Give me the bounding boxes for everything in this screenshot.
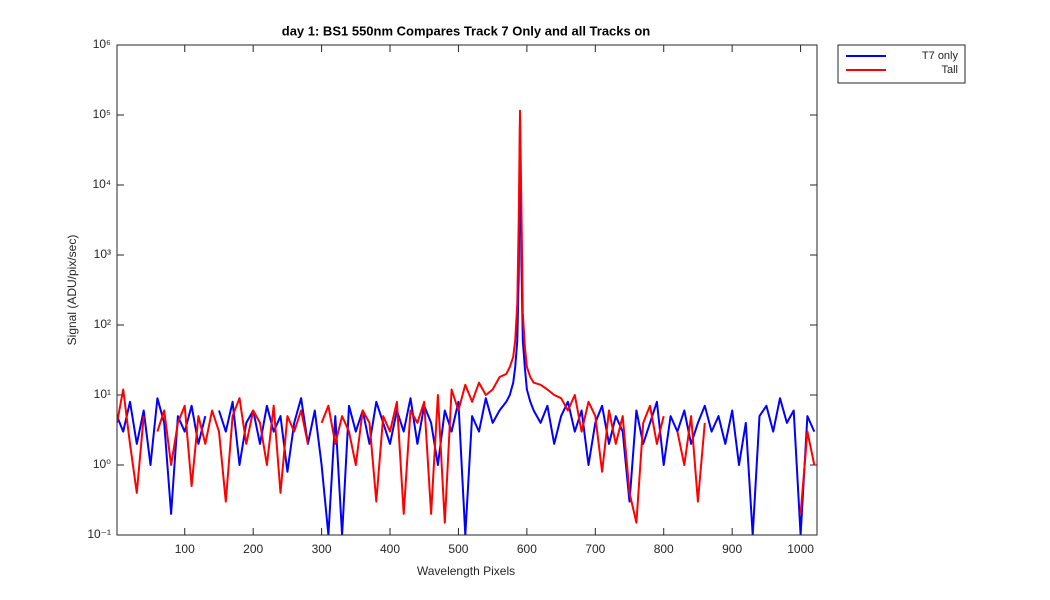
- chart-title: day 1: BS1 550nm Compares Track 7 Only a…: [282, 23, 651, 38]
- y-tick-label: 10⁵: [93, 107, 111, 121]
- y-tick-label: 10²: [94, 317, 111, 331]
- x-tick-label: 500: [448, 542, 468, 556]
- y-tick-label: 10³: [94, 247, 111, 261]
- y-tick-label: 10⁴: [92, 177, 111, 191]
- plot-area: [117, 45, 817, 535]
- x-tick-label: 800: [654, 542, 674, 556]
- x-tick-label: 100: [175, 542, 195, 556]
- x-tick-label: 300: [312, 542, 332, 556]
- y-tick-label: 10⁻¹: [87, 527, 111, 541]
- y-tick-label: 10⁶: [93, 37, 111, 51]
- x-tick-label: 200: [243, 542, 263, 556]
- legend-label: T7 only: [922, 50, 959, 62]
- y-tick-label: 10⁰: [93, 457, 111, 471]
- legend-box: [837, 44, 966, 84]
- x-tick-label: 700: [585, 542, 605, 556]
- y-axis-label: Signal (ADU/pix/sec): [65, 235, 79, 346]
- legend-label: Tall: [941, 64, 958, 76]
- axes-box: [116, 44, 818, 536]
- x-axis-label: Wavelength Pixels: [417, 564, 515, 578]
- x-tick-label: 1000: [787, 542, 814, 556]
- x-tick-label: 600: [517, 542, 537, 556]
- x-tick-label: 400: [380, 542, 400, 556]
- x-tick-label: 900: [722, 542, 742, 556]
- series-line: [117, 109, 816, 524]
- y-tick-label: 10¹: [94, 387, 111, 401]
